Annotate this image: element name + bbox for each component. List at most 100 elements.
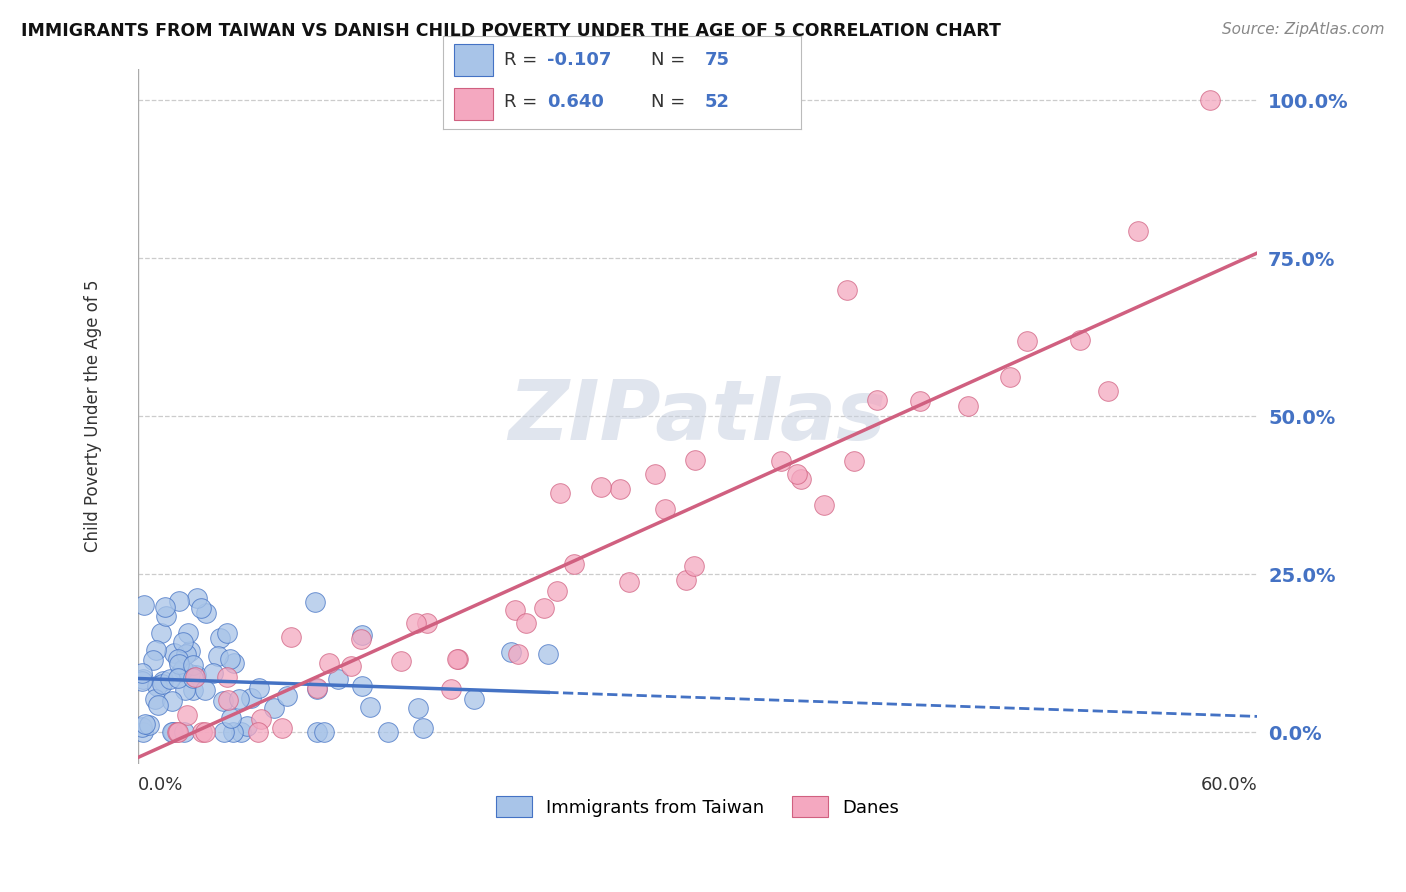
Point bbox=[217, 692, 239, 706]
Point bbox=[172, 634, 194, 648]
Point bbox=[231, 725, 253, 739]
Point bbox=[170, 665, 193, 680]
Point bbox=[1097, 384, 1119, 398]
Point bbox=[377, 725, 399, 739]
Point bbox=[209, 631, 232, 645]
Point bbox=[155, 600, 177, 615]
Point bbox=[167, 671, 190, 685]
Point bbox=[548, 486, 571, 500]
Text: -0.107: -0.107 bbox=[547, 51, 612, 69]
Point bbox=[215, 670, 238, 684]
Text: 75: 75 bbox=[704, 51, 730, 69]
Text: Child Poverty Under the Age of 5: Child Poverty Under the Age of 5 bbox=[84, 280, 103, 552]
Point bbox=[194, 683, 217, 698]
Point bbox=[190, 601, 212, 615]
Point bbox=[132, 725, 155, 739]
FancyBboxPatch shape bbox=[454, 88, 494, 120]
Point bbox=[142, 653, 165, 667]
Point bbox=[166, 725, 188, 739]
Point bbox=[184, 667, 207, 681]
Point bbox=[617, 575, 640, 590]
Point bbox=[769, 454, 792, 468]
Point bbox=[844, 454, 866, 468]
Point bbox=[167, 593, 190, 607]
Point bbox=[406, 701, 429, 715]
Point bbox=[1126, 224, 1149, 238]
Point bbox=[186, 591, 208, 606]
Point bbox=[174, 682, 197, 697]
Point bbox=[562, 558, 585, 572]
Point bbox=[169, 657, 191, 672]
Text: N =: N = bbox=[651, 93, 690, 111]
Point bbox=[654, 502, 676, 516]
Point bbox=[131, 666, 153, 681]
Point bbox=[339, 658, 361, 673]
Point bbox=[416, 615, 439, 630]
Point bbox=[207, 648, 229, 663]
FancyBboxPatch shape bbox=[454, 44, 494, 76]
Point bbox=[239, 691, 262, 706]
Point bbox=[318, 657, 340, 671]
Point bbox=[236, 719, 259, 733]
Point bbox=[644, 467, 666, 481]
Point bbox=[537, 647, 560, 661]
Point bbox=[515, 616, 537, 631]
Point bbox=[350, 632, 373, 646]
Point bbox=[1199, 93, 1222, 107]
Point bbox=[326, 672, 349, 686]
Point bbox=[166, 651, 188, 665]
Point bbox=[813, 498, 835, 512]
Point bbox=[211, 694, 233, 708]
Point bbox=[866, 392, 889, 407]
Text: R =: R = bbox=[503, 93, 543, 111]
Point bbox=[405, 616, 427, 631]
Text: 0.0%: 0.0% bbox=[138, 776, 183, 795]
Text: 0.640: 0.640 bbox=[547, 93, 603, 111]
Text: IMMIGRANTS FROM TAIWAN VS DANISH CHILD POVERTY UNDER THE AGE OF 5 CORRELATION CH: IMMIGRANTS FROM TAIWAN VS DANISH CHILD P… bbox=[21, 22, 1001, 40]
Point bbox=[146, 679, 169, 693]
Point bbox=[247, 681, 270, 695]
Point bbox=[589, 479, 612, 493]
Point bbox=[212, 725, 235, 739]
Point bbox=[150, 625, 173, 640]
Point bbox=[389, 654, 412, 668]
Point bbox=[177, 626, 200, 640]
Point bbox=[683, 559, 706, 574]
Text: ZIPatlas: ZIPatlas bbox=[509, 376, 886, 457]
Point bbox=[179, 667, 201, 681]
Point bbox=[789, 472, 811, 486]
Point bbox=[219, 652, 242, 666]
Point bbox=[150, 677, 173, 691]
Point bbox=[307, 725, 329, 739]
Point bbox=[546, 583, 568, 598]
Point bbox=[786, 467, 808, 481]
Point bbox=[191, 725, 214, 739]
Point bbox=[138, 718, 160, 732]
Point bbox=[228, 692, 250, 706]
Point bbox=[447, 652, 470, 666]
Point bbox=[181, 683, 204, 698]
Point bbox=[131, 674, 153, 689]
Point bbox=[201, 665, 224, 680]
Point bbox=[359, 699, 381, 714]
Point bbox=[304, 595, 326, 609]
Point bbox=[143, 692, 166, 706]
Point bbox=[145, 642, 167, 657]
Point bbox=[440, 682, 463, 697]
Point bbox=[533, 601, 555, 615]
Point bbox=[307, 681, 329, 695]
Point bbox=[172, 662, 194, 676]
Point bbox=[162, 725, 184, 739]
Point bbox=[314, 725, 336, 739]
Point bbox=[155, 609, 177, 624]
Point bbox=[195, 607, 218, 621]
Point bbox=[167, 725, 190, 739]
Point bbox=[173, 725, 195, 739]
Point bbox=[131, 720, 153, 734]
Point bbox=[609, 482, 631, 496]
Point bbox=[183, 671, 205, 685]
Point bbox=[179, 644, 201, 658]
Point bbox=[412, 721, 434, 735]
Point bbox=[1017, 334, 1039, 349]
Point bbox=[271, 721, 294, 735]
